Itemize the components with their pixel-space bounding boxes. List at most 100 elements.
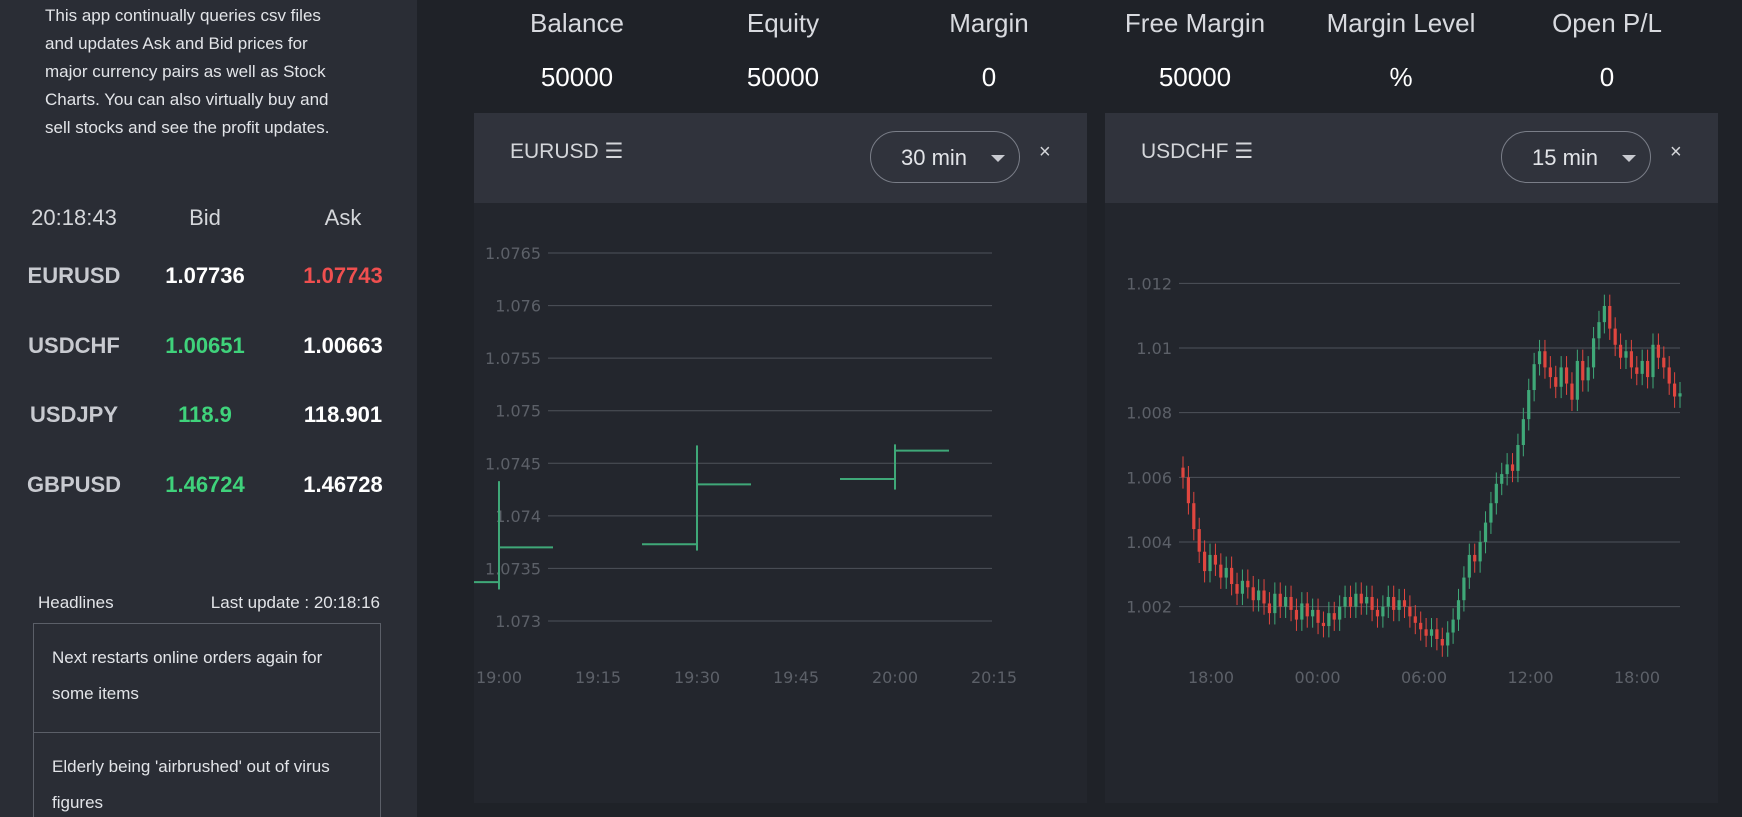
candle-body [1251,587,1255,601]
chart-title[interactable]: USDCHF ☰ [1141,140,1254,163]
candle-body [1203,551,1207,572]
candle-body [1327,613,1331,627]
candle-body [1618,344,1623,358]
candle-body [1392,596,1396,610]
candle-body [1537,351,1542,365]
bid-value: 1.46724 [165,472,245,497]
price-row-eurusd[interactable]: EURUSD 1.07736 1.07743 [0,260,417,292]
candle-body [1338,606,1342,620]
x-tick-label: 00:00 [1294,668,1340,687]
candle-body [1230,567,1234,585]
candle-body [1359,593,1363,604]
chart-panel-header: USDCHF ☰ 15 min × [1105,113,1718,203]
y-tick-label: 1.076 [495,297,541,316]
candle-body [1246,580,1250,588]
candle-body [1213,554,1218,565]
candle-body [1440,639,1444,646]
candle-body [1311,609,1315,617]
stat-value: 0 [981,62,997,92]
candle-body [1548,367,1552,378]
candle-body [1532,364,1536,391]
chart-panel-eurusd: EURUSD ☰ 30 min × 1.0765 1.076 1.0755 1.075… [474,113,1087,803]
candle-body [1181,467,1185,478]
intro-text: This app continually queries csv files a… [45,2,365,142]
candle-body [1608,305,1612,329]
headlines-header: Headlines Last update : 20:18:16 [38,593,380,617]
candle-body [1570,383,1574,400]
candle-body [1397,600,1401,610]
chart-panel-header: EURUSD ☰ 30 min × [474,113,1087,203]
x-tick-label: 06:00 [1401,668,1447,687]
symbol: GBPUSD [26,472,122,497]
candle-body [1419,622,1423,630]
close-icon[interactable]: × [1039,141,1051,163]
y-tick-label: 1.012 [1126,274,1172,293]
stat-label: Equity [746,8,820,38]
stat-value: 50000 [540,62,614,92]
intro-line: major currency pairs as well as Stock [45,62,326,81]
y-tick-label: 1.0735 [485,559,541,578]
close-icon[interactable]: × [1670,141,1682,163]
symbol: USDJPY [29,402,119,427]
timeframe-select[interactable]: 30 min [870,131,1020,183]
candle-body [1235,584,1239,594]
candle-body [1662,357,1666,368]
candle-body [1629,351,1633,368]
candle-body [1575,360,1579,400]
candle-body [1559,367,1563,387]
x-tick-label: 19:00 [476,668,522,687]
candle-body [1375,609,1380,617]
symbol: USDCHF [28,333,120,358]
candle-body [1489,503,1493,523]
candle-body [1510,464,1515,471]
price-row-usdchf[interactable]: USDCHF 1.00651 1.00663 [0,330,417,362]
chevron-down-icon [1622,155,1636,162]
y-tick-label: 1.074 [495,507,541,526]
chart-panel-usdchf: USDCHF ☰ 15 min × 1.012 1.01 1.008 1.006 1.0… [1105,113,1718,803]
candle-body [1332,613,1336,620]
candle-body [1478,542,1482,562]
candle-body [1451,619,1455,633]
candle-body [1424,629,1428,636]
ask-value: 1.46728 [303,472,383,497]
candle-body [1446,632,1450,646]
candle-body [1321,622,1326,627]
intro-line: sell stocks and see the profit updates. [45,118,330,137]
headline-item[interactable]: Next restarts online orders again for so… [52,648,323,703]
candle-body [1278,593,1282,607]
y-tick-label: 1.006 [1126,468,1172,487]
candle-body [1408,606,1412,617]
stat-label: Margin Level [1326,8,1476,38]
candle-body [1645,360,1650,378]
stat-label: Balance [530,8,624,38]
y-tick-label: 1.004 [1126,533,1172,552]
candle-body [1667,367,1671,384]
ask-header: Ask [324,205,362,230]
price-row-usdjpy[interactable]: USDJPY 118.9 118.901 [0,399,417,431]
intro-line: and updates Ask and Bid prices for [45,34,308,53]
stat-value: 50000 [1158,62,1232,92]
bid-value: 118.9 [178,402,232,427]
candle-body [1581,360,1585,381]
price-row-gbpusd[interactable]: GBPUSD 1.46724 1.46728 [0,469,417,501]
stat-value: 0 [1599,62,1615,92]
timeframe-select[interactable]: 15 min [1501,131,1651,183]
timeframe-value: 15 min [1532,145,1599,170]
candle-body [1289,596,1293,610]
intro-line: Charts. You can also virtually buy and [45,90,329,109]
candle-body [1635,367,1639,374]
eurusd-chart[interactable]: 1.0765 1.076 1.0755 1.075 1.0745 1.074 1.0735 1… [474,203,1087,803]
chart-title[interactable]: EURUSD ☰ [510,140,624,163]
usdchf-chart[interactable]: 1.012 1.01 1.008 1.006 1.004 1.002 18:00 00:00 0… [1105,203,1718,803]
y-tick-label: 1.073 [495,612,541,631]
y-tick-label: 1.002 [1126,598,1172,617]
candle-body [1365,596,1369,604]
ask-value: 1.00663 [303,333,383,358]
candle-body [1197,529,1201,552]
candle-body [1624,351,1628,358]
stat-value: % [1389,62,1413,92]
candle-body [1656,344,1660,358]
headline-item[interactable]: Elderly being 'airbrushed' out of virus … [34,732,380,817]
y-tick-label: 1.0745 [485,454,541,473]
candle-body [1192,503,1196,530]
